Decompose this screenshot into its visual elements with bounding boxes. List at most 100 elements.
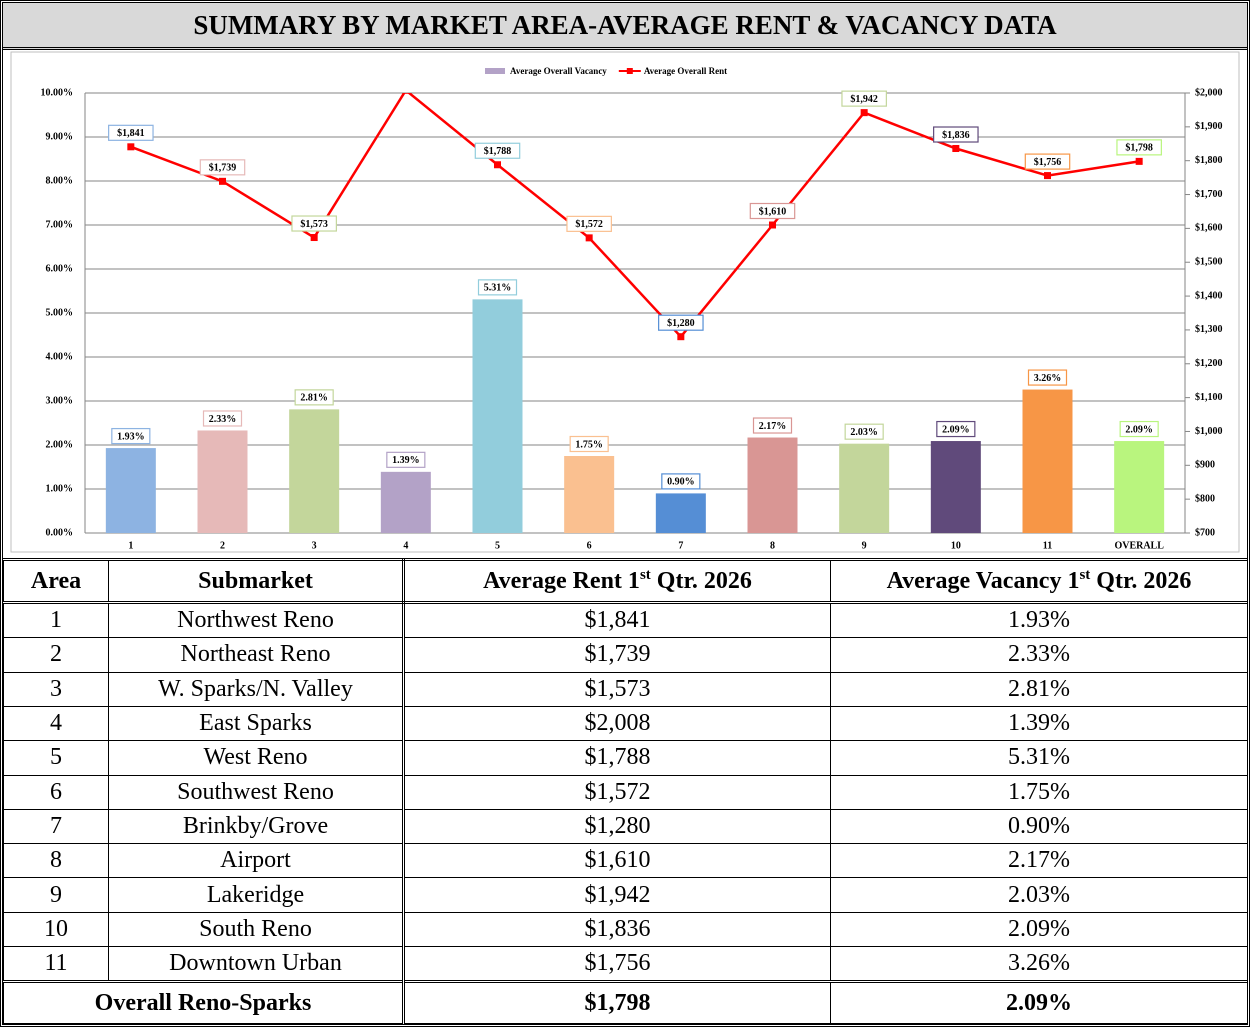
table-cell: 1: [3, 601, 109, 639]
header-text: Qtr. 2026: [1090, 568, 1192, 594]
column-header: Average Vacancy 1st Qtr. 2026: [830, 558, 1248, 604]
x-tick-label: OVERALL: [1114, 540, 1164, 551]
table-row: 9 Lakeridge $1,942 2.03%: [3, 877, 1248, 913]
x-tick-label: 9: [862, 540, 867, 551]
data-label: $1,739: [209, 163, 237, 174]
header-text: Average Rent 1: [483, 568, 640, 594]
table-cell: 3.26%: [830, 945, 1248, 983]
header-text: Submarket: [198, 567, 313, 594]
data-label: $1,610: [759, 206, 787, 217]
table-cell: 2.17%: [830, 843, 1248, 879]
page-title: SUMMARY BY MARKET AREA-AVERAGE RENT & VA…: [3, 3, 1247, 50]
x-tick-label: 3: [312, 540, 317, 551]
data-label-box: [1027, 369, 1068, 386]
data-label: $1,280: [667, 318, 695, 329]
y-tick-label: 9.00%: [46, 131, 74, 142]
data-label: 5.31%: [484, 283, 512, 294]
y2-tick-label: $1,700: [1195, 189, 1223, 200]
table-cell: Brinkby/Grove: [108, 808, 405, 845]
table-cell: South Reno: [108, 911, 405, 948]
footer-cell: Overall Reno-Sparks: [3, 980, 405, 1024]
table-cell: $1,610: [403, 843, 831, 879]
table-row: 11 Downtown Urban $1,756 3.26%: [3, 945, 1248, 983]
bar: [839, 443, 890, 533]
data-label-box: [202, 410, 243, 427]
y2-tick-label: $900: [1195, 460, 1215, 471]
table-cell: $1,788: [403, 740, 831, 776]
data-label-box: [294, 389, 334, 406]
table-row: 6 Southwest Reno $1,572 1.75%: [3, 774, 1248, 810]
header-text: Average Vacancy 1: [886, 568, 1080, 594]
table-cell: $1,836: [403, 911, 831, 948]
header-text: st: [1079, 567, 1091, 583]
y2-tick-label: $1,000: [1195, 426, 1223, 437]
table-cell: 2.33%: [830, 637, 1248, 673]
table-cell: West Reno: [108, 740, 405, 776]
footer-row: Overall Reno-Sparks $1,798 2.09%: [3, 980, 1248, 1024]
table-cell: 4: [3, 705, 109, 742]
table-cell: 8: [3, 843, 109, 879]
table-cell: 10: [3, 911, 109, 948]
y2-tick-label: $1,600: [1195, 223, 1223, 234]
table-cell: $1,573: [403, 671, 831, 707]
data-label: $1,836: [942, 130, 970, 141]
line-marker: [677, 333, 685, 341]
column-header: Area: [3, 558, 109, 604]
legend-label: Average Overall Vacancy: [510, 66, 607, 76]
footer-cell: 2.09%: [830, 980, 1248, 1024]
table-cell: Northeast Reno: [108, 637, 405, 673]
x-tick-label: 2: [220, 540, 225, 551]
data-label: $1,942: [850, 94, 878, 105]
legend-swatch: [626, 68, 633, 74]
bar: [105, 448, 156, 533]
header-row: Area Submarket Average Rent 1st Qtr. 2026 A…: [3, 558, 1248, 604]
x-tick-label: 6: [587, 540, 592, 551]
y-tick-label: 1.00%: [46, 483, 74, 494]
data-label-box: [752, 417, 793, 434]
legend-swatch: [485, 68, 505, 74]
table-cell: Downtown Urban: [108, 945, 405, 983]
header-text: Qtr. 2026: [650, 568, 752, 594]
line-marker: [1135, 157, 1143, 165]
x-tick-label: 1: [128, 540, 133, 551]
line-marker: [952, 145, 960, 153]
y2-tick-label: $800: [1195, 493, 1215, 504]
y-tick-label: 3.00%: [46, 395, 74, 406]
table-cell: 3: [3, 671, 109, 707]
y2-tick-label: $1,900: [1195, 121, 1223, 132]
table-cell: 1.93%: [830, 601, 1248, 639]
y-tick-label: 0.00%: [46, 527, 74, 538]
y-tick-label: 4.00%: [46, 351, 74, 362]
y2-tick-label: $1,500: [1195, 257, 1223, 268]
bar: [655, 493, 706, 533]
bar: [1114, 441, 1165, 533]
data-label-box: [936, 420, 976, 438]
header-text: Area: [30, 567, 82, 594]
footer-cell: $1,798: [403, 980, 831, 1024]
data-label-box: [474, 142, 521, 159]
data-label: 2.33%: [209, 414, 237, 425]
table-cell: 0.90%: [830, 808, 1248, 845]
y-tick-label: 8.00%: [46, 175, 74, 186]
data-label: 2.81%: [300, 393, 328, 404]
line-marker: [494, 161, 501, 169]
table-row: 3 W. Sparks/N. Valley $1,573 2.81%: [3, 671, 1248, 707]
table-cell: Northwest Reno: [108, 601, 405, 639]
data-label: 1.39%: [392, 455, 420, 466]
table-row: 5 West Reno $1,788 5.31%: [3, 740, 1248, 776]
table-cell: Southwest Reno: [108, 774, 405, 810]
data-label-box: [569, 435, 609, 453]
data-label-box: [658, 314, 704, 331]
data-label-box: [386, 451, 426, 468]
table-cell: Airport: [108, 843, 405, 879]
data-label-box: [291, 215, 337, 232]
x-tick-label: 10: [951, 540, 961, 551]
line-marker: [1044, 172, 1051, 180]
y2-tick-label: $1,200: [1195, 358, 1223, 369]
x-tick-label: 5: [495, 540, 500, 551]
y-tick-label: 2.00%: [46, 439, 74, 450]
data-label: 1.93%: [117, 431, 145, 442]
y2-tick-label: $2,000: [1195, 87, 1223, 98]
table-cell: 5: [3, 740, 109, 776]
